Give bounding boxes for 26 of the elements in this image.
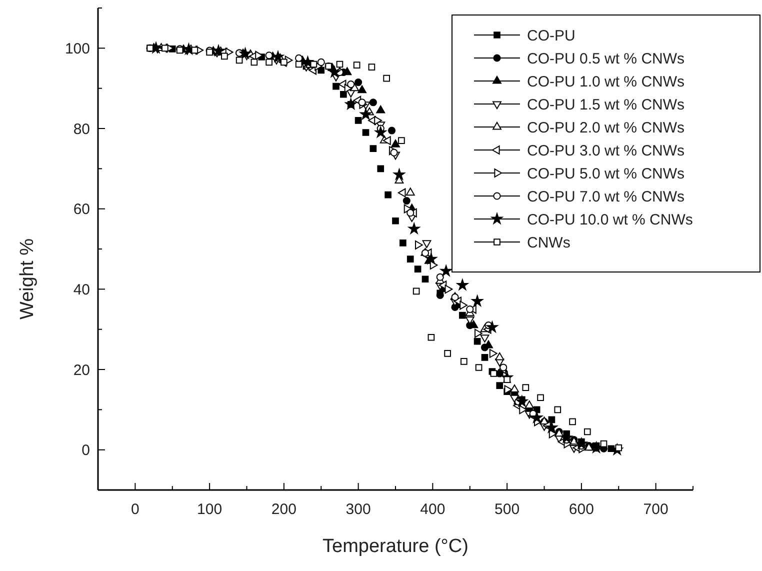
legend-label: CO-PU 3.0 wt % CNWs [527,142,685,160]
legend-label: CO-PU 7.0 wt % CNWs [527,188,685,206]
x-tick-label: 100 [197,501,222,518]
x-tick-label: 200 [271,501,296,518]
legend-label: CO-PU [527,27,576,44]
x-tick-label: 0 [131,501,140,518]
x-tick-label: 500 [494,501,520,518]
x-tick-label: 600 [568,501,594,518]
y-tick-label: 100 [64,40,90,58]
y-tick-label: 20 [73,362,90,379]
y-tick-label: 80 [73,120,90,138]
y-axis-title: Weight % [17,238,38,320]
legend-label: CO-PU 5.0 wt % CNWs [527,165,685,182]
legend-label: CO-PU 10.0 wt % CNWs [527,211,693,228]
legend-label: CO-PU 0.5 wt % CNWs [527,50,685,68]
legend-label: CNWs [527,234,570,252]
x-axis-title: Temperature (°C) [322,536,468,557]
y-tick-label: 0 [82,442,90,460]
x-tick-label: 700 [643,501,668,518]
y-tick-label: 40 [73,281,90,298]
legend-label: CO-PU 1.0 wt % CNWs [527,73,685,90]
x-tick-label: 400 [420,501,446,518]
y-tick-label: 60 [73,201,90,218]
x-tick-label: 300 [346,501,371,518]
legend-label: CO-PU 2.0 wt % CNWs [527,119,685,136]
legend-label: CO-PU 1.5 wt % CNWs [527,96,685,114]
